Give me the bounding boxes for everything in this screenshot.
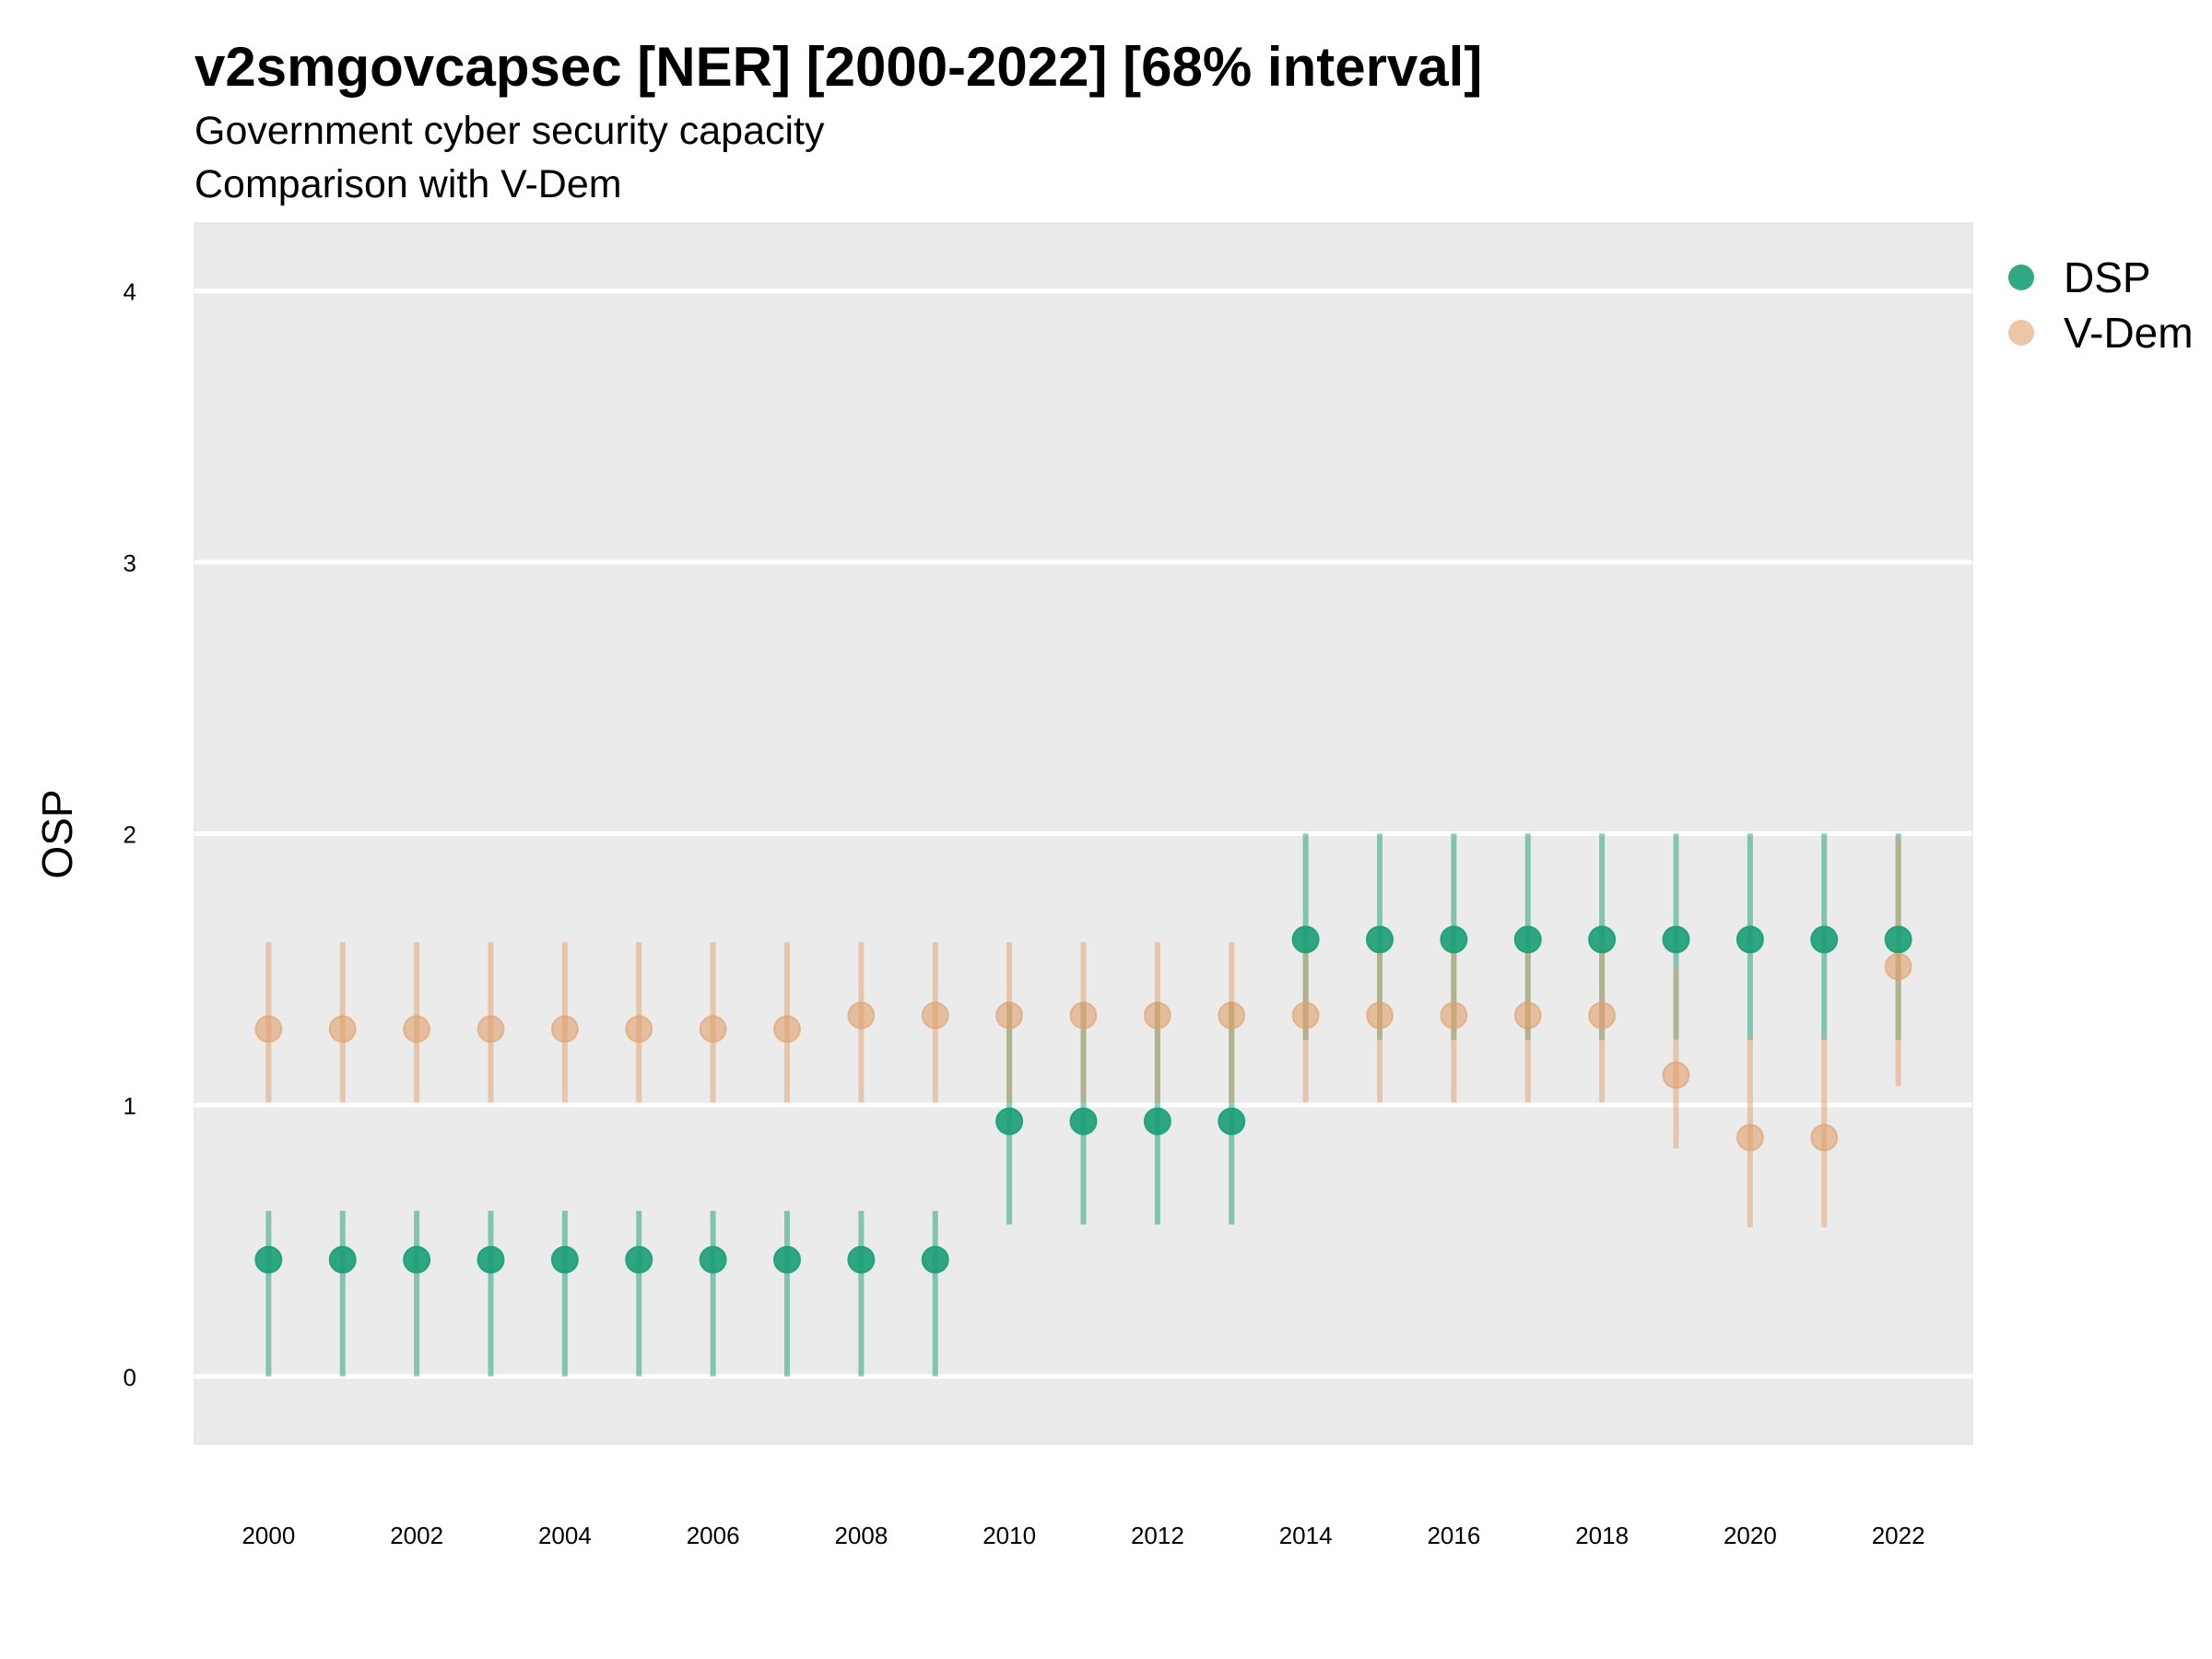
x-tick-label: 2014 — [1279, 1522, 1333, 1549]
dsp-point — [550, 1245, 579, 1274]
dsp-point — [1069, 1107, 1098, 1135]
dsp-point — [254, 1245, 283, 1274]
data-points — [254, 925, 1912, 1274]
dsp-point — [1291, 925, 1320, 954]
dsp-point — [1810, 925, 1839, 954]
dsp-point — [921, 1245, 949, 1274]
dsp-point — [328, 1245, 357, 1274]
vdem-point — [1588, 1001, 1617, 1030]
x-tick-label: 2010 — [982, 1522, 1036, 1549]
x-tick-label: 2000 — [241, 1522, 295, 1549]
x-tick-label: 2012 — [1131, 1522, 1184, 1549]
y-tick-label: 4 — [124, 278, 136, 306]
legend: DSP V-Dem — [2008, 253, 2194, 357]
legend-marker-dsp — [2008, 265, 2034, 290]
dsp-point — [1440, 925, 1468, 954]
vdem-point — [773, 1015, 801, 1043]
vdem-point — [477, 1015, 505, 1043]
dsp-point — [773, 1245, 801, 1274]
legend-marker-vdem — [2008, 320, 2034, 346]
dsp-point — [1735, 925, 1764, 954]
dsp-point — [1366, 925, 1394, 954]
legend-label-vdem: V-Dem — [2064, 309, 2194, 357]
chart-title: v2smgovcapsec [NER] [2000-2022] [68% int… — [194, 36, 1482, 98]
dsp-point — [477, 1245, 505, 1274]
x-tick-label: 2016 — [1427, 1522, 1480, 1549]
vdem-point — [1218, 1001, 1246, 1030]
y-tick-label: 0 — [124, 1363, 136, 1391]
dsp-point — [1513, 925, 1542, 954]
dsp-point — [995, 1107, 1024, 1135]
y-axis-label: OSP — [33, 789, 81, 878]
dsp-point — [699, 1245, 727, 1274]
y-axis-ticks: 0 1 2 3 4 — [124, 278, 136, 1392]
dsp-point — [847, 1245, 876, 1274]
y-tick-label: 1 — [124, 1092, 136, 1120]
x-tick-label: 2022 — [1872, 1522, 1925, 1549]
x-tick-label: 2020 — [1724, 1522, 1777, 1549]
vdem-point — [403, 1015, 431, 1043]
vdem-point — [1884, 952, 1912, 981]
x-tick-label: 2008 — [834, 1522, 888, 1549]
vdem-point — [1810, 1124, 1839, 1152]
x-tick-label: 2004 — [538, 1522, 592, 1549]
vdem-point — [254, 1015, 283, 1043]
vdem-point — [1143, 1001, 1171, 1030]
dsp-point — [403, 1245, 431, 1274]
x-tick-label: 2002 — [390, 1522, 443, 1549]
vdem-point — [1440, 1001, 1468, 1030]
vdem-point — [550, 1015, 579, 1043]
legend-label-dsp: DSP — [2064, 253, 2151, 301]
vdem-point — [921, 1001, 949, 1030]
vdem-point — [1662, 1061, 1690, 1089]
dsp-point — [1218, 1107, 1246, 1135]
vdem-point — [995, 1001, 1024, 1030]
dsp-point — [625, 1245, 653, 1274]
x-tick-label: 2006 — [687, 1522, 740, 1549]
dsp-point — [1143, 1107, 1171, 1135]
y-tick-label: 2 — [124, 821, 136, 849]
vdem-point — [699, 1015, 727, 1043]
dsp-point — [1662, 925, 1690, 954]
dsp-point — [1588, 925, 1617, 954]
chart-subtitle-line-2: Comparison with V-Dem — [194, 162, 622, 206]
vdem-point — [1366, 1001, 1394, 1030]
vdem-point — [1291, 1001, 1320, 1030]
y-tick-label: 3 — [124, 549, 136, 577]
vdem-point — [625, 1015, 653, 1043]
x-axis-ticks: 2000 2002 2004 2006 2008 2010 2012 2014 2016 2018… — [241, 1522, 1924, 1549]
dsp-point — [1884, 925, 1912, 954]
vdem-point — [847, 1001, 876, 1030]
vdem-point — [1069, 1001, 1098, 1030]
vdem-point — [1513, 1001, 1542, 1030]
chart-subtitle-line-1: Government cyber security capacity — [194, 109, 825, 153]
x-tick-label: 2018 — [1575, 1522, 1629, 1549]
vdem-point — [1735, 1124, 1764, 1152]
vdem-point — [328, 1015, 357, 1043]
